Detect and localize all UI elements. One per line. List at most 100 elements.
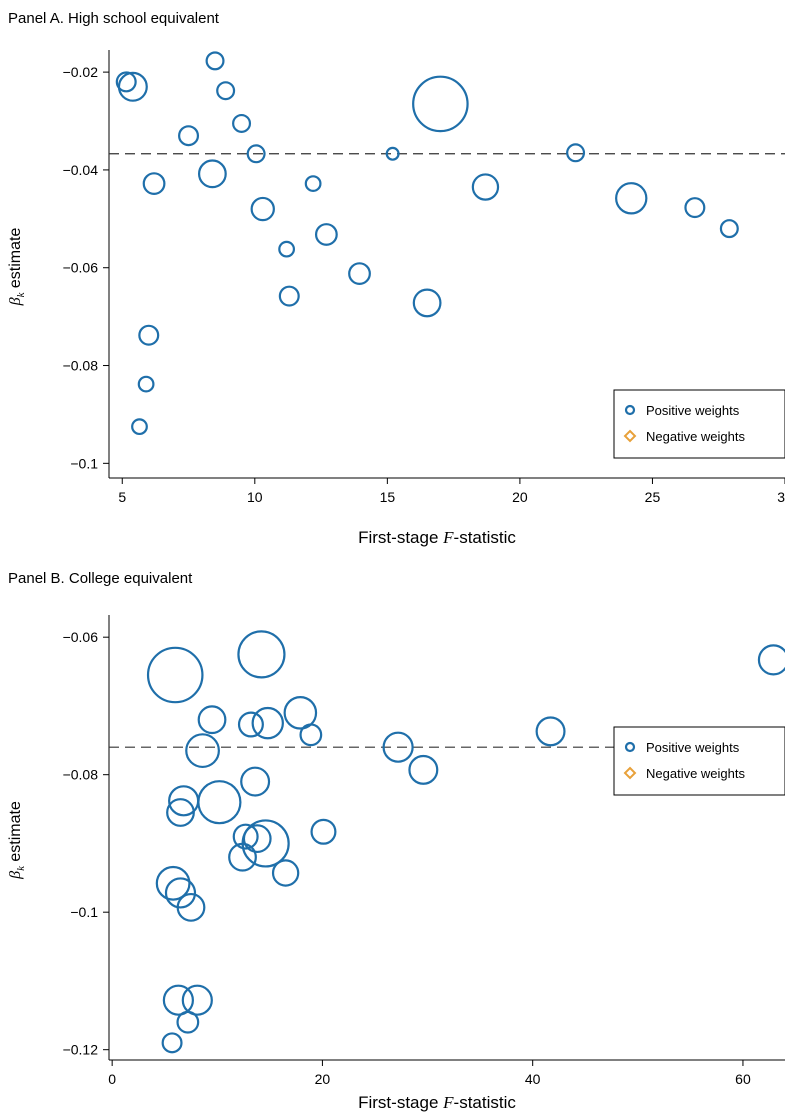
panel-a-chart: 5 10 15 20 25 30 −0.02 −0.04 −0.06 −0.08 −0.1 First… xyxy=(7,50,785,547)
data-point-bubble xyxy=(146,646,204,704)
y-tick-label: −0.02 xyxy=(63,64,99,80)
data-point-bubble xyxy=(412,75,469,133)
y-tick-label: −0.06 xyxy=(63,629,99,645)
data-point-bubble xyxy=(250,196,275,222)
y-axis-label-subscript: k xyxy=(15,291,27,297)
y-tick-label: −0.12 xyxy=(63,1042,99,1058)
y-axis-label: βk estimate xyxy=(7,228,27,307)
panel-b-chart: 0 20 40 60 −0.06 −0.08 −0.1 −0.12 First-stage F-… xyxy=(7,615,785,1112)
x-axis-label-suffix: -statistic xyxy=(454,1093,517,1112)
data-point-bubble xyxy=(283,696,318,730)
legend-negative-label: Negative weights xyxy=(646,766,745,781)
data-point-bubble xyxy=(348,262,371,285)
legend-box xyxy=(613,726,785,796)
data-point-bubble xyxy=(178,125,200,147)
data-point-bubble xyxy=(181,984,213,1016)
panel-a: Panel A. High school equivalent 5 10 15 20 2… xyxy=(7,10,785,547)
y-axis-label-text: estimate xyxy=(7,228,24,293)
data-point-bubble xyxy=(117,71,148,102)
data-point-bubble xyxy=(471,173,500,201)
x-axis-label-suffix: -statistic xyxy=(454,528,517,547)
y-tick-label: −0.06 xyxy=(63,260,99,276)
x-tick-label: 5 xyxy=(118,489,126,505)
panel-b-title: Panel B. College equivalent xyxy=(8,570,193,587)
data-point-bubble xyxy=(197,705,227,735)
data-point-bubble xyxy=(240,766,271,797)
data-point-bubble xyxy=(232,823,259,850)
x-axis-label-text: First-stage xyxy=(358,528,443,547)
data-point-bubble xyxy=(314,223,338,246)
data-point-bubble xyxy=(131,418,148,436)
data-point-bubble xyxy=(166,798,195,827)
y-axis-label: βk estimate xyxy=(7,801,27,880)
data-point-bubble xyxy=(232,113,252,133)
data-point-bubble xyxy=(162,984,194,1016)
data-point-bubble xyxy=(216,81,236,101)
data-point-bubble xyxy=(385,146,400,161)
data-point-bubble xyxy=(161,1032,183,1054)
data-point-bubble xyxy=(137,375,155,393)
legend: Positive weights Negative weights xyxy=(613,389,785,459)
data-point-bubble xyxy=(185,733,220,769)
legend-positive-marker xyxy=(624,404,636,416)
x-tick-label: 10 xyxy=(247,489,263,505)
data-point-bubble xyxy=(271,859,300,887)
y-tick-label: −0.1 xyxy=(70,904,98,920)
data-point-bubble xyxy=(684,197,706,219)
data-point-bubble xyxy=(615,182,648,215)
legend-positive-marker xyxy=(624,741,636,753)
x-tick-label: 30 xyxy=(777,489,785,505)
x-tick-label: 0 xyxy=(108,1071,116,1087)
x-axis-label: First-stage F-statistic xyxy=(358,1093,516,1112)
data-point-bubble xyxy=(535,716,566,747)
legend-positive-label: Positive weights xyxy=(646,403,740,418)
legend-positive-label: Positive weights xyxy=(646,740,740,755)
data-point-bubble xyxy=(142,172,166,196)
data-point-bubble xyxy=(115,71,137,93)
data-point-bubble xyxy=(176,892,206,922)
data-point-bubble xyxy=(138,324,160,346)
data-point-bubble xyxy=(408,754,439,785)
data-point-bubble xyxy=(278,240,296,258)
y-axis-label-symbol: β xyxy=(7,871,24,880)
y-tick-label: −0.08 xyxy=(63,358,99,374)
x-tick-label: 20 xyxy=(512,489,528,505)
y-axis-label-text: estimate xyxy=(7,801,24,866)
x-tick-label: 40 xyxy=(525,1071,541,1087)
panel-b: Panel B. College equivalent 0 20 40 60 −0.06… xyxy=(0,560,785,1115)
data-point-bubble xyxy=(241,819,290,868)
data-point-bubble xyxy=(278,285,300,307)
legend-negative-marker xyxy=(623,766,637,780)
data-point-bubble xyxy=(566,143,586,163)
data-point-bubble xyxy=(155,865,191,901)
data-point-bubble xyxy=(304,175,322,193)
x-axis-label-var: F xyxy=(442,1093,454,1112)
x-tick-label: 60 xyxy=(735,1071,751,1087)
data-point-bubble xyxy=(757,644,785,676)
panel-a-title: Panel A. High school equivalent xyxy=(8,10,219,27)
data-point-bubble xyxy=(299,723,323,747)
x-axis-label-var: F xyxy=(442,528,454,547)
legend-negative-marker xyxy=(623,429,637,443)
y-tick-label: −0.08 xyxy=(63,767,99,783)
data-point-bubble xyxy=(205,51,225,71)
data-point-bubble xyxy=(197,159,227,189)
x-tick-label: 15 xyxy=(380,489,396,505)
x-tick-label: 20 xyxy=(315,1071,331,1087)
data-point-bubble xyxy=(251,706,284,740)
data-point-bubble xyxy=(382,731,414,763)
y-axis-label-symbol: β xyxy=(7,297,24,306)
x-axis-label-text: First-stage xyxy=(358,1093,443,1112)
data-point-bubble xyxy=(164,877,197,909)
x-tick-label: 25 xyxy=(645,489,661,505)
legend: Positive weights Negative weights xyxy=(613,726,785,796)
data-point-bubble xyxy=(246,144,266,164)
data-point-bubble xyxy=(237,711,264,738)
data-point-bubble xyxy=(412,288,442,318)
y-tick-label: −0.04 xyxy=(63,162,99,178)
legend-negative-label: Negative weights xyxy=(646,429,745,444)
x-axis-label: First-stage F-statistic xyxy=(358,528,516,547)
data-point-bubble xyxy=(310,818,337,845)
y-tick-label: −0.1 xyxy=(70,455,98,471)
data-point-bubble xyxy=(237,630,286,679)
